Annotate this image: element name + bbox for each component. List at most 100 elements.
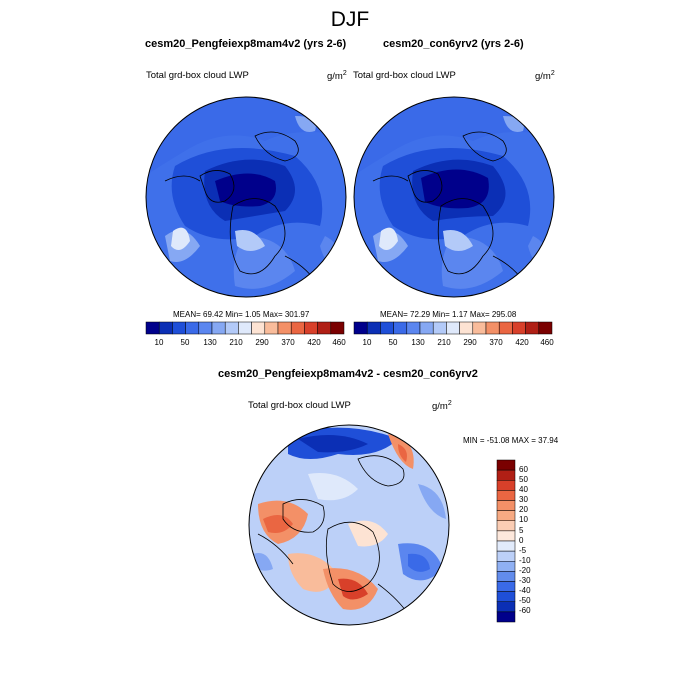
colorbar-swatch: [330, 321, 345, 335]
left-units-label: g/m2: [327, 70, 347, 83]
cb-label: 370: [281, 338, 295, 347]
colorbar-swatch: [158, 321, 173, 335]
colorbar-swatch: [185, 321, 200, 335]
colorbar-swatch: [406, 321, 421, 335]
diff-variable-label: Total grd-box cloud LWP: [248, 400, 351, 411]
colorbar-swatch: [538, 321, 553, 335]
colorbar-swatch: [525, 321, 540, 335]
colorbar-swatch: [251, 321, 266, 335]
colorbar-swatch: [393, 321, 408, 335]
cb-label: 30: [519, 495, 528, 504]
colorbar-swatch: [496, 480, 516, 491]
cb-label: -30: [519, 576, 531, 585]
right-variable-label: Total grd-box cloud LWP: [353, 70, 456, 81]
colorbar-swatch: [496, 591, 516, 603]
cb-label: 130: [411, 338, 425, 347]
right-stats: MEAN= 72.29 Min= 1.17 Max= 295.08: [380, 310, 517, 319]
colorbar-swatch: [472, 321, 487, 335]
right-panel-title: cesm20_con6yrv2 (yrs 2-6): [383, 38, 524, 50]
colorbar-swatch: [496, 611, 516, 623]
cb-label: -10: [519, 556, 531, 565]
cb-label: 210: [229, 338, 243, 347]
colorbar-swatch: [211, 321, 226, 335]
colorbar-swatch: [496, 581, 516, 592]
colorbar-swatch: [277, 321, 292, 335]
left-colorbar-labels: 10 50 130 210 290 370 420 460: [146, 338, 346, 350]
left-colorbar: [145, 321, 345, 335]
cb-label: 10: [519, 515, 528, 524]
colorbar-swatch: [145, 321, 160, 335]
colorbar-swatch: [496, 520, 516, 532]
cb-label: 60: [519, 465, 528, 474]
cb-label: 370: [489, 338, 503, 347]
right-colorbar-swatches: [353, 321, 553, 335]
cb-label: 290: [255, 338, 269, 347]
cb-label: 50: [388, 338, 398, 347]
colorbar-swatch: [264, 321, 279, 335]
colorbar-swatch: [496, 540, 516, 552]
cb-label: 420: [307, 338, 321, 347]
cb-label: 10: [154, 338, 164, 347]
cb-label: 420: [515, 338, 529, 347]
diff-polar-map: [248, 424, 450, 626]
colorbar-swatch: [446, 321, 460, 335]
cb-label: -20: [519, 566, 531, 575]
left-stats: MEAN= 69.42 Min= 1.05 Max= 301.97: [173, 310, 310, 319]
cb-label: 50: [180, 338, 190, 347]
colorbar-swatch: [172, 321, 186, 335]
cb-label: 20: [519, 505, 528, 514]
cb-label: 40: [519, 485, 528, 494]
cb-label: 50: [519, 475, 528, 484]
diff-units-label: g/m2: [432, 400, 452, 413]
colorbar-swatch: [198, 321, 213, 335]
colorbar-swatch: [238, 321, 252, 335]
colorbar-swatch: [496, 500, 516, 511]
colorbar-swatch: [496, 459, 516, 471]
figure-title: DJF: [330, 8, 370, 31]
right-units-label: g/m2: [535, 70, 555, 83]
cb-label: 290: [463, 338, 477, 347]
colorbar-swatch: [496, 601, 516, 613]
colorbar-swatch: [496, 530, 516, 542]
colorbar-swatch: [496, 550, 516, 562]
colorbar-swatch: [380, 321, 394, 335]
colorbar-swatch: [498, 321, 513, 335]
cb-label: -50: [519, 596, 531, 605]
cb-label: 5: [519, 526, 524, 535]
left-variable-label: Total grd-box cloud LWP: [146, 70, 249, 81]
right-colorbar: [353, 321, 553, 335]
colorbar-swatch: [353, 321, 368, 335]
colorbar-swatch: [512, 321, 526, 335]
cb-label: 10: [362, 338, 372, 347]
cb-label: 460: [332, 338, 346, 347]
colorbar-swatch: [496, 561, 516, 572]
cb-label: 130: [203, 338, 217, 347]
cb-label: -5: [519, 546, 527, 555]
right-colorbar-labels: 10 50 130 210 290 370 420 460: [354, 338, 554, 350]
left-colorbar-swatches: [145, 321, 345, 335]
cb-label: 210: [437, 338, 451, 347]
colorbar-swatch: [496, 490, 516, 501]
colorbar-swatch: [224, 321, 239, 335]
colorbar-swatch: [496, 469, 516, 481]
diff-colorbar: [496, 459, 516, 623]
colorbar-swatch: [419, 321, 434, 335]
cb-label: 460: [540, 338, 554, 347]
right-polar-map: [353, 96, 555, 298]
colorbar-swatch: [459, 321, 474, 335]
left-panel-title: cesm20_Pengfeiexp8mam4v2 (yrs 2-6): [145, 38, 347, 50]
colorbar-swatch: [496, 571, 516, 582]
diff-colorbar-swatches: [496, 459, 516, 623]
cb-label: -40: [519, 586, 531, 595]
cb-label: -60: [519, 606, 531, 615]
diff-panel-title: cesm20_Pengfeiexp8mam4v2 - cesm20_con6yr…: [218, 368, 478, 380]
colorbar-swatch: [290, 321, 305, 335]
colorbar-swatch: [432, 321, 447, 335]
colorbar-swatch: [304, 321, 318, 335]
diff-colorbar-labels: 60 50 40 30 20 10 5 0 -5 -10 -20 -30 -40…: [519, 460, 549, 622]
diff-stats: MIN = -51.08 MAX = 37.94: [463, 436, 559, 445]
colorbar-swatch: [496, 510, 516, 522]
colorbar-swatch: [366, 321, 381, 335]
left-polar-map: [145, 96, 347, 298]
colorbar-swatch: [317, 321, 332, 335]
